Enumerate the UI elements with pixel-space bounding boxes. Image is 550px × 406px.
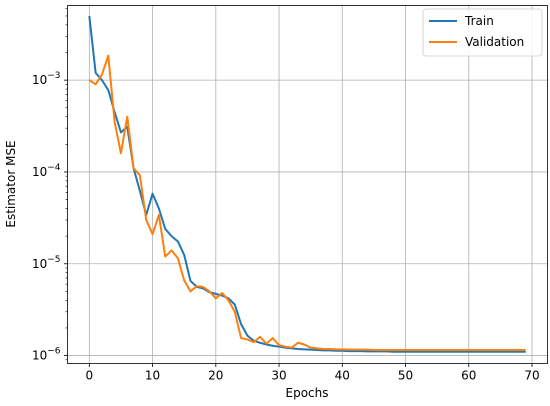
y-tick-label: 10−6 bbox=[32, 347, 61, 363]
x-tick-label: 20 bbox=[208, 369, 223, 383]
x-axis-label: Epochs bbox=[286, 386, 329, 400]
y-axis-label: Estimator MSE bbox=[4, 140, 18, 227]
legend-label-validation: Validation bbox=[465, 35, 524, 49]
y-tick-label: 10−3 bbox=[32, 71, 61, 87]
x-axis: 0 10 20 30 40 50 60 70 bbox=[85, 363, 540, 383]
grid bbox=[67, 5, 548, 364]
x-tick-label: 70 bbox=[524, 369, 539, 383]
series-line-train bbox=[88, 15, 526, 353]
x-tick-label: 40 bbox=[335, 369, 350, 383]
y-tick-label: 10−5 bbox=[32, 255, 61, 271]
plot-frame bbox=[67, 5, 548, 364]
x-tick-label: 0 bbox=[85, 369, 93, 383]
x-tick-label: 10 bbox=[145, 369, 160, 383]
legend-label-train: Train bbox=[464, 14, 494, 28]
x-tick-label: 30 bbox=[271, 369, 286, 383]
x-tick-label: 50 bbox=[398, 369, 413, 383]
legend: Train Validation bbox=[422, 8, 543, 57]
y-axis: 10−6 10−5 10−4 10−3 bbox=[32, 8, 68, 363]
series-line-validation bbox=[88, 54, 526, 352]
y-tick-label: 10−4 bbox=[32, 163, 61, 179]
x-tick-label: 60 bbox=[461, 369, 476, 383]
series-lines bbox=[88, 15, 526, 353]
